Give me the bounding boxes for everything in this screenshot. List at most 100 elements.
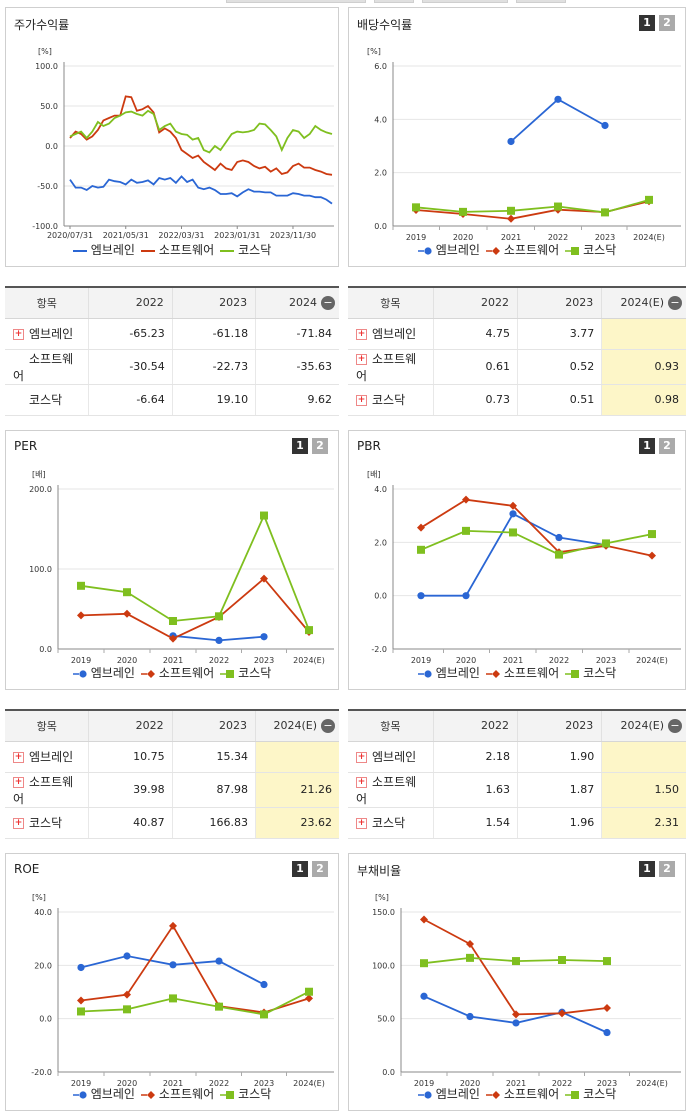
collapse-icon[interactable]: −: [321, 295, 335, 310]
expand-icon[interactable]: +: [356, 329, 367, 340]
table-cell: 39.98: [88, 772, 173, 808]
series-kosdaq: [77, 511, 313, 635]
y-tick-label: 200.0: [29, 485, 52, 494]
row-name: 코스닥: [372, 393, 406, 407]
legend-item-software[interactable]: 소프트웨어: [485, 664, 559, 681]
series-line-software: [69, 95, 333, 176]
panel-header: ROE 1 2: [6, 854, 338, 884]
legend-item-software[interactable]: 소프트웨어: [485, 1085, 559, 1102]
x-tick-label: 2021: [506, 1079, 526, 1088]
panel-header: 배당수익률 1 2: [349, 8, 685, 38]
y-tick-label: 0.0: [374, 222, 387, 231]
expand-icon[interactable]: +: [356, 752, 367, 763]
y-tick-label: 50.0: [40, 102, 58, 111]
expand-icon[interactable]: +: [13, 329, 24, 340]
page-1-button[interactable]: 1: [292, 438, 308, 454]
table-cell: [255, 741, 339, 773]
page-1-button[interactable]: 1: [639, 438, 655, 454]
dividend-yield-panel: 배당수익률 1 2 [%] 6.0 4.0 2.0 0.0 2019 2020 2021 202…: [348, 7, 686, 267]
legend-item-embrain[interactable]: 엠브레인: [72, 664, 135, 681]
expand-icon[interactable]: +: [13, 818, 24, 829]
legend-label: 코스닥: [238, 243, 272, 257]
column-header: 항목: [36, 719, 57, 733]
legend-item-embrain[interactable]: 엠브레인: [417, 241, 480, 258]
page-2-button[interactable]: 2: [312, 438, 328, 454]
legend-marker-icon: [417, 1090, 432, 1099]
chart-legend: 엠브레인 소프트웨어 코스닥: [349, 664, 685, 681]
legend-marker: [571, 669, 580, 678]
legend-item-software[interactable]: 소프트웨어: [485, 241, 559, 258]
expand-icon[interactable]: +: [356, 395, 367, 406]
series-software: [420, 915, 611, 1019]
legend-item-kosdaq[interactable]: 코스닥: [220, 664, 271, 681]
table-row: 소프트웨어 -30.54 -22.73 -35.63: [5, 349, 339, 385]
legend-marker: [491, 1090, 500, 1099]
legend-marker-icon: [220, 1090, 235, 1099]
collapse-icon[interactable]: −: [668, 718, 682, 733]
page-2-button[interactable]: 2: [659, 861, 675, 877]
legend-item-kosdaq[interactable]: 코스닥: [565, 241, 616, 258]
row-name: 엠브레인: [372, 327, 417, 341]
data-point-kosdaq: [260, 511, 268, 520]
series-line-software: [80, 924, 310, 1014]
table-row: + 소프트웨어 1.63 1.87 1.50: [348, 772, 686, 808]
y-unit-label: [%]: [38, 47, 52, 56]
table-cell: -35.63: [255, 349, 339, 385]
data-point-software: [466, 940, 474, 948]
legend-item-kosdaq[interactable]: 코스닥: [220, 1085, 271, 1102]
legend-item-kosdaq[interactable]: 코스닥: [220, 241, 271, 258]
page-2-button[interactable]: 2: [659, 15, 675, 31]
data-point-kosdaq: [123, 1005, 131, 1014]
x-tick-label: 2019: [71, 1079, 91, 1088]
legend-marker-icon: [220, 249, 235, 252]
page-1-button[interactable]: 1: [639, 15, 655, 31]
table-cell: 0.51: [517, 384, 603, 416]
legend-item-software[interactable]: 소프트웨어: [140, 664, 214, 681]
table-cell: 10.75: [88, 741, 173, 773]
series-line-kosdaq: [69, 109, 333, 154]
expand-icon[interactable]: +: [13, 752, 24, 763]
table-row: + 코스닥 40.87 166.83 23.62: [5, 807, 339, 839]
expand-icon[interactable]: +: [356, 353, 367, 365]
collapse-icon[interactable]: −: [668, 295, 682, 310]
legend-marker: [424, 1090, 432, 1099]
y-tick-label: 6.0: [374, 62, 387, 71]
legend-item-kosdaq[interactable]: 코스닥: [565, 1085, 616, 1102]
page-1-button[interactable]: 1: [639, 861, 655, 877]
page-1-button[interactable]: 1: [292, 861, 308, 877]
page-2-button[interactable]: 2: [659, 438, 675, 454]
expand-icon[interactable]: +: [356, 776, 367, 788]
expand-icon[interactable]: +: [13, 776, 24, 788]
legend-item-software[interactable]: 소프트웨어: [140, 241, 215, 258]
page-2-button[interactable]: 2: [312, 861, 328, 877]
x-tick-label: 2022: [209, 656, 229, 665]
roe-panel: ROE 1 2 [%] 40.0 20.0 0.0 -20.0 2019 2020 2021 2…: [5, 853, 339, 1111]
data-point-embrain: [462, 592, 470, 600]
table-cell: 2.31: [601, 807, 686, 839]
data-point-software: [507, 214, 515, 223]
data-point-embrain: [215, 957, 223, 965]
legend-label: 코스닥: [238, 666, 272, 680]
panel-title: 부채비율: [357, 864, 402, 878]
collapse-icon[interactable]: −: [321, 718, 335, 733]
legend-item-software[interactable]: 소프트웨어: [140, 1085, 214, 1102]
legend-item-embrain[interactable]: 엠브레인: [417, 1085, 480, 1102]
legend-label: 소프트웨어: [158, 243, 215, 257]
legend-item-embrain[interactable]: 엠브레인: [72, 241, 135, 258]
legend-item-kosdaq[interactable]: 코스닥: [565, 664, 616, 681]
row-label: + 엠브레인: [348, 318, 434, 350]
legend-marker-icon: [417, 669, 432, 678]
expand-icon[interactable]: +: [356, 818, 367, 829]
legend-marker-icon: [72, 1090, 87, 1099]
x-tick-label: 2022/03/31: [158, 231, 204, 240]
y-tick-label: 4.0: [374, 115, 387, 124]
data-point-kosdaq: [417, 545, 425, 554]
legend-item-embrain[interactable]: 엠브레인: [417, 664, 480, 681]
y-tick-label: 20.0: [34, 961, 52, 970]
y-tick-label: 0.0: [45, 142, 58, 151]
series-line-software: [420, 498, 653, 557]
y-tick-label: 0.0: [382, 1068, 395, 1077]
legend-item-embrain[interactable]: 엠브레인: [72, 1085, 135, 1102]
column-header: 2024(E): [273, 718, 317, 732]
table-cell: 2.18: [433, 741, 518, 773]
